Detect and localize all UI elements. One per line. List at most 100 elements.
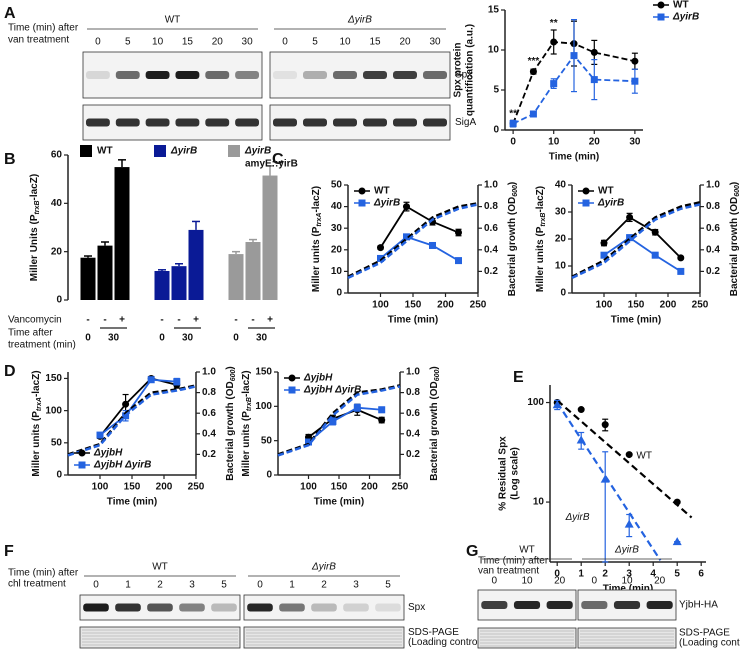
legend-label: ΔyirB (597, 198, 624, 209)
band (205, 118, 230, 127)
strain-label: ΔyirB (311, 562, 336, 573)
lane-label: 0 (257, 580, 263, 591)
bar (114, 167, 130, 300)
y-axis-title: quantification (a.u.) (465, 24, 476, 116)
time-label: van treatment (478, 566, 539, 577)
growth-line (67, 385, 197, 457)
y-axis-title: (Log scale) (510, 447, 521, 500)
row-value: 30 (182, 333, 194, 344)
point (455, 257, 462, 265)
band (115, 118, 140, 127)
row-label: treatment (min) (8, 340, 76, 351)
blot-panel (243, 626, 405, 649)
point (590, 48, 598, 56)
x-tick-label: 100 (300, 482, 317, 493)
legend-label: WT (97, 146, 113, 157)
band (115, 71, 140, 79)
x-tick-label: 0 (510, 137, 516, 148)
row-value: - (177, 315, 180, 326)
y2-tick-label: 0.4 (202, 428, 216, 439)
blot-panel (82, 51, 263, 99)
bar (245, 242, 261, 300)
y2-axis-title-part: 600 (230, 369, 237, 381)
band (303, 118, 327, 127)
x-tick-label: 150 (331, 482, 348, 493)
point (550, 80, 558, 88)
x-tick-label: 250 (470, 300, 487, 311)
row-value: - (86, 315, 89, 326)
point (173, 378, 181, 386)
y-axis-title-part: trxB (540, 213, 547, 227)
series-line (512, 41, 636, 124)
legend-label: ΔyjbH ΔyirB (93, 460, 151, 471)
y-tick-label: 40 (51, 198, 63, 209)
y2-axis-title-part: ) (429, 366, 440, 369)
band (179, 603, 205, 612)
band (147, 603, 173, 612)
y2-tick-label: 0.2 (484, 266, 498, 277)
x-tick-label: 20 (589, 137, 601, 148)
row-value: + (119, 315, 125, 326)
row-value: - (234, 315, 237, 326)
row-value: - (251, 315, 254, 326)
legend-swatch (228, 145, 240, 157)
lane-label: 0 (592, 576, 598, 587)
time-label: Time (min) after (8, 568, 79, 579)
x-axis-title: Time (min) (314, 497, 364, 508)
band (393, 71, 417, 79)
y-axis-title: Miller units (PtrxA-lacZ) (311, 186, 324, 292)
band (247, 603, 273, 612)
legend-label: WT (598, 186, 614, 197)
error-bar (101, 241, 109, 246)
strain-label: WT (165, 15, 181, 26)
lane-label: 5 (125, 37, 131, 48)
row-value: - (103, 315, 106, 326)
lane-label: 0 (93, 580, 99, 591)
point (78, 449, 86, 457)
lane-label: 20 (399, 37, 411, 48)
row-label: Vancomycin (8, 315, 62, 326)
lane-label: 10 (152, 37, 164, 48)
lane-label: 30 (429, 37, 441, 48)
y2-axis-title-part: Bacterial growth (OD (225, 381, 236, 480)
band (375, 603, 401, 612)
lane-label: 10 (521, 576, 533, 587)
x-tick-label: 150 (124, 482, 141, 493)
row-value: 30 (256, 333, 268, 344)
band (115, 603, 141, 612)
row-label: Time after (8, 328, 53, 339)
y-tick-label: 20 (555, 234, 567, 245)
band (205, 71, 230, 79)
point (78, 461, 86, 469)
annotation: ** (509, 109, 517, 120)
y-tick-label: 10 (488, 45, 500, 56)
legend-label: ΔyjbH (303, 373, 333, 384)
band (311, 603, 337, 612)
point (651, 228, 659, 236)
y-tick-label: 0 (266, 470, 272, 481)
legend-label: ΔyirB (373, 198, 400, 209)
y-tick-label: 50 (51, 437, 63, 448)
legend-label: ΔyirB (170, 146, 197, 157)
y2-tick-label: 0.4 (706, 244, 720, 255)
error-bar (84, 255, 92, 258)
growth-line (347, 202, 479, 278)
row-value: 0 (159, 333, 165, 344)
band (363, 118, 387, 127)
error-bar (158, 269, 166, 271)
time-label: Time (min) after (478, 556, 549, 567)
lane-label: 20 (654, 576, 666, 587)
point (600, 239, 608, 247)
y2-tick-label: 0.2 (202, 449, 216, 460)
point (378, 406, 386, 414)
y-tick-label: 40 (555, 180, 567, 191)
legend-label: amyE::yirB (245, 159, 298, 170)
point (96, 431, 104, 439)
lane-label: 30 (242, 37, 254, 48)
band (333, 118, 357, 127)
band (175, 118, 200, 127)
point (625, 451, 633, 459)
panel-label: A (4, 5, 16, 22)
point (576, 435, 586, 444)
